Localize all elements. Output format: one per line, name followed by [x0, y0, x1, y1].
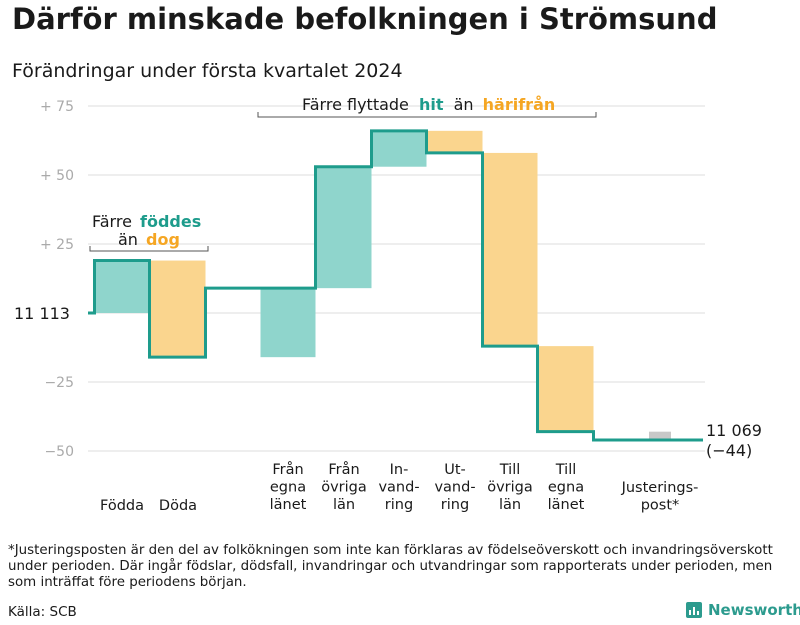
bar-8 — [649, 431, 671, 440]
category-label-7: Till egna länet — [548, 462, 585, 513]
chart-title: Därför minskade befolkningen i Strömsund — [12, 2, 718, 36]
running-total-path — [88, 129, 703, 442]
end-change-label: (−44) — [706, 441, 752, 460]
births-annotation-line2: än dog — [118, 230, 180, 249]
category-label-6: Till övriga län — [487, 462, 533, 513]
category-label-3: Från övriga län — [321, 461, 367, 513]
waterfall-chart: + 75 + 50 + 25 −25 −50 11 113 Födda Döda Från egn… — [14, 95, 762, 514]
bar-5 — [427, 130, 483, 153]
y-tick-label: −50 — [44, 444, 74, 460]
start-value-label: 11 113 — [14, 304, 70, 323]
y-tick-label: + 75 — [40, 99, 74, 115]
bar-6 — [482, 152, 538, 347]
bar-4 — [371, 130, 427, 167]
births-annotation-line1: Färre föddes — [92, 212, 201, 231]
brand-name: Newsworthy — [708, 601, 800, 619]
births-bracket — [89, 246, 209, 252]
bar-2 — [260, 288, 316, 358]
bar-3 — [316, 166, 372, 289]
y-tick-label: + 50 — [40, 168, 74, 184]
end-value-label: 11 069 — [706, 421, 762, 440]
source-label: Källa: SCB — [8, 604, 77, 620]
moves-bracket — [257, 112, 597, 118]
bar-1 — [150, 260, 206, 358]
newsworthy-logo-icon — [686, 602, 702, 618]
running-total-line — [88, 129, 703, 442]
category-label-0: Födda — [100, 498, 144, 514]
chart-labels: + 75 + 50 + 25 −25 −50 11 113 Födda Döda Från egn… — [14, 99, 762, 514]
footnote: *Justeringsposten är den del av folkökni… — [8, 543, 773, 590]
y-tick-label: −25 — [44, 375, 74, 391]
category-label-5: Ut-vand-ring — [434, 462, 475, 513]
moves-annotation: Färre flyttade hit än härifrån — [302, 95, 555, 114]
chart-subtitle: Förändringar under första kvartalet 2024 — [12, 60, 403, 82]
category-label-1: Döda — [159, 498, 197, 514]
category-label-4: In-vand-ring — [378, 462, 419, 513]
y-tick-label: + 25 — [40, 237, 74, 253]
bars — [94, 130, 671, 440]
brand[interactable]: Newsworthy — [686, 601, 800, 619]
bar-7 — [538, 346, 594, 432]
category-label-8: Justerings-post* — [621, 480, 699, 514]
category-label-2: Från egna länet — [270, 461, 307, 513]
bar-0 — [94, 260, 150, 313]
